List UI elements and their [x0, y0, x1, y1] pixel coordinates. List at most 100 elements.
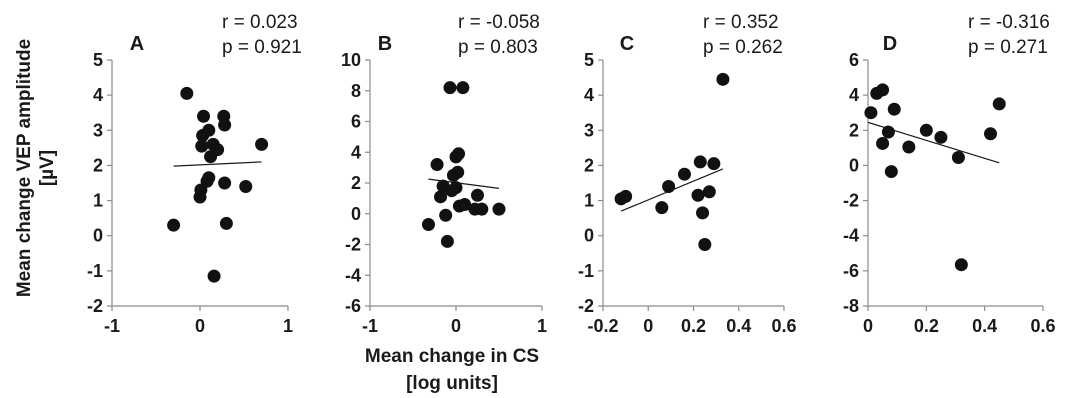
y-tick-label: -4: [345, 265, 361, 285]
x-tick-label: 0.6: [1030, 316, 1055, 336]
y-tick-label: 10: [341, 50, 361, 70]
y-axis-title-line-2: [µV]: [37, 150, 58, 186]
stat-p: p = 0.921: [222, 37, 302, 58]
y-tick-label: 4: [584, 85, 594, 105]
data-point: [239, 180, 253, 194]
panel-b: -6 -4 -2 0 2 4 6 8 10 -1 0 1 Br = -0.058 p = 0.803: [341, 12, 547, 336]
data-point: [218, 176, 232, 190]
y-tick-label: 6: [849, 50, 859, 70]
x-tick-label: 0.2: [681, 316, 706, 336]
data-point: [456, 81, 470, 95]
data-point: [180, 86, 194, 100]
y-axis-title: Mean change VEP amplitude [µV]: [14, 39, 58, 297]
data-point: [449, 181, 463, 195]
x-tick-label: 0.2: [914, 316, 939, 336]
stat-p: p = 0.803: [458, 37, 538, 58]
panel-letter: D: [883, 33, 897, 55]
x-tick-label: 0.4: [972, 316, 997, 336]
y-tick-label: 1: [93, 191, 103, 211]
y-tick-label: 0: [351, 204, 361, 224]
data-point: [691, 188, 705, 202]
data-point: [696, 206, 710, 220]
x-tick-label: 0: [195, 316, 205, 336]
y-tick-label: -2: [345, 235, 361, 255]
data-point: [984, 127, 997, 141]
data-point: [434, 190, 448, 204]
y-tick-label: 2: [849, 120, 859, 140]
y-tick-label: 5: [584, 50, 594, 70]
data-point: [716, 72, 730, 86]
data-point: [954, 258, 968, 272]
stat-r: r = -0.058: [458, 12, 540, 33]
y-tick-label: -2: [87, 296, 103, 316]
data-point: [421, 218, 435, 232]
data-point: [471, 188, 484, 202]
y-tick-label: -2: [578, 296, 594, 316]
y-tick-label: 2: [584, 155, 594, 175]
x-axis-title-line-1: Mean change in CS: [365, 346, 539, 367]
data-point: [443, 81, 457, 95]
data-point: [439, 208, 453, 222]
data-point: [451, 165, 465, 179]
data-point: [876, 136, 890, 150]
data-point: [934, 130, 948, 144]
y-tick-label: -4: [843, 226, 859, 246]
data-point: [452, 147, 466, 161]
y-tick-label: 2: [93, 155, 103, 175]
y-tick-label: 3: [584, 120, 594, 140]
data-point: [902, 140, 916, 154]
data-point: [887, 102, 901, 116]
data-point: [440, 234, 454, 248]
data-point: [255, 137, 269, 151]
y-tick-label: -1: [87, 261, 103, 281]
data-point: [876, 83, 890, 97]
x-tick-label: -0.2: [587, 316, 618, 336]
y-tick-label: 4: [93, 85, 103, 105]
stat-r: r = 0.352: [703, 12, 779, 33]
stat-p: p = 0.262: [703, 37, 783, 58]
y-tick-label: 4: [351, 142, 361, 162]
y-tick-label: 0: [584, 226, 594, 246]
x-tick-label: 1: [283, 316, 293, 336]
data-point: [951, 151, 965, 165]
data-point: [202, 171, 216, 185]
data-point: [207, 269, 221, 283]
y-tick-label: 5: [93, 50, 103, 70]
x-tick-label: -1: [104, 316, 120, 336]
y-tick-label: 8: [351, 81, 361, 101]
y-tick-label: -8: [843, 296, 859, 316]
data-point: [992, 97, 1006, 111]
panel-letter: B: [378, 33, 392, 55]
y-tick-label: 2: [351, 173, 361, 193]
data-point: [492, 202, 506, 216]
data-point: [218, 118, 232, 132]
y-tick-label: 0: [93, 226, 103, 246]
data-point: [202, 123, 216, 137]
panel-letter: C: [620, 33, 634, 55]
y-tick-label: -1: [578, 261, 594, 281]
data-point: [707, 157, 721, 171]
data-point: [475, 202, 489, 216]
data-point: [619, 189, 633, 203]
data-point: [677, 167, 691, 181]
data-point: [655, 201, 669, 215]
x-tick-label: 0: [643, 316, 653, 336]
data-point: [884, 165, 898, 179]
x-tick-label: 0.4: [726, 316, 751, 336]
panel-d: -8 -6 -4 -2 0 2 4 6 0 0.2 0.4 0.6 Dr = -0.316 p = 0.2…: [843, 12, 1056, 336]
data-point: [211, 143, 225, 157]
data-point: [458, 198, 472, 212]
data-point: [919, 123, 933, 137]
y-tick-label: 1: [584, 191, 594, 211]
data-point: [864, 106, 878, 120]
data-point: [693, 155, 707, 169]
data-point: [698, 238, 712, 251]
y-axis-title-line-1: Mean change VEP amplitude: [14, 39, 35, 297]
stat-r: r = -0.316: [968, 12, 1050, 33]
y-tick-label: -2: [843, 191, 859, 211]
data-point: [430, 158, 444, 172]
x-tick-label: -1: [362, 316, 378, 336]
